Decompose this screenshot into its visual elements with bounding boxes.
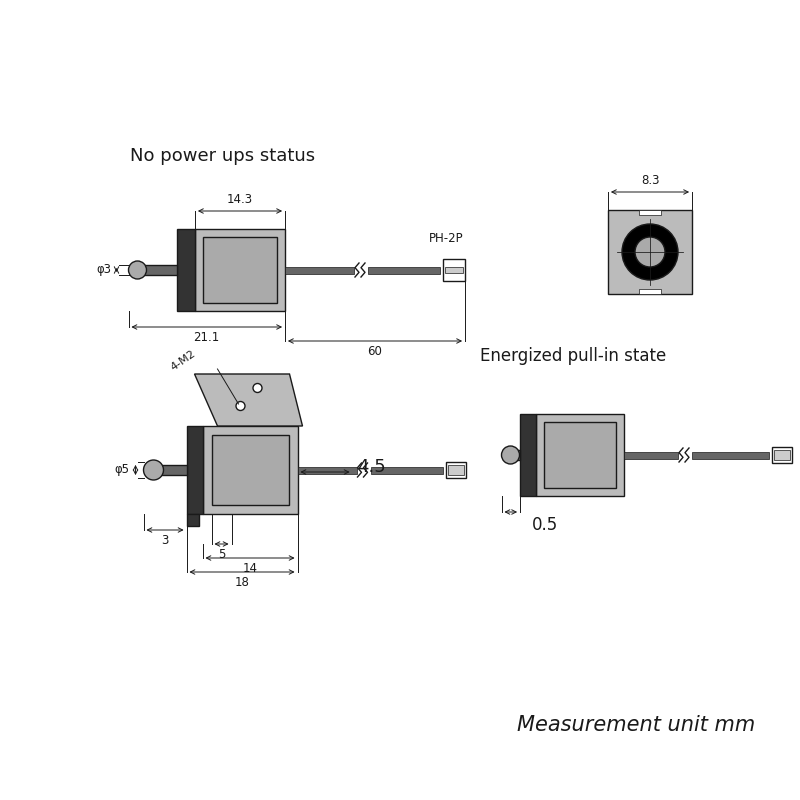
Bar <box>772 447 792 463</box>
Text: 0.5: 0.5 <box>532 516 558 534</box>
Text: Measurement unit mm: Measurement unit mm <box>517 715 755 735</box>
Circle shape <box>622 224 678 280</box>
Bar <box>370 466 442 474</box>
Circle shape <box>143 460 163 480</box>
Text: 14: 14 <box>242 562 258 575</box>
Text: 3: 3 <box>162 534 169 547</box>
Bar <box>202 426 298 514</box>
Circle shape <box>129 261 146 279</box>
Bar <box>515 450 520 460</box>
Text: 5: 5 <box>218 548 225 561</box>
Circle shape <box>635 237 665 267</box>
Text: PH-2P: PH-2P <box>429 232 463 245</box>
Text: Energized pull-in state: Energized pull-in state <box>480 347 666 365</box>
Bar <box>203 237 277 303</box>
Bar <box>639 289 661 294</box>
Bar <box>774 450 790 460</box>
Bar <box>195 229 285 311</box>
Bar <box>177 229 195 311</box>
Bar <box>544 422 616 488</box>
Bar <box>298 466 357 474</box>
Text: 60: 60 <box>367 345 382 358</box>
Bar <box>520 414 536 496</box>
Circle shape <box>236 402 245 410</box>
Bar <box>285 266 354 274</box>
Text: 8.3: 8.3 <box>641 174 659 187</box>
Circle shape <box>502 446 519 464</box>
Bar <box>447 465 463 475</box>
Text: 4.5: 4.5 <box>358 458 386 476</box>
Bar <box>186 426 202 514</box>
Text: φ5: φ5 <box>114 463 130 477</box>
Text: 14.3: 14.3 <box>227 193 253 206</box>
Circle shape <box>253 383 262 393</box>
Bar <box>446 462 466 478</box>
Text: 21.1: 21.1 <box>194 331 220 344</box>
Bar <box>186 514 198 526</box>
Bar <box>211 435 289 505</box>
Text: 18: 18 <box>234 576 250 589</box>
Bar <box>624 451 678 458</box>
Bar <box>445 267 463 273</box>
Bar <box>536 414 624 496</box>
Bar <box>608 210 692 294</box>
Text: 4-M2: 4-M2 <box>169 349 198 373</box>
Text: φ3: φ3 <box>97 263 111 277</box>
Bar <box>368 266 440 274</box>
Bar <box>639 210 661 215</box>
Polygon shape <box>194 374 302 426</box>
Bar <box>142 265 177 275</box>
Bar <box>158 465 186 475</box>
Text: No power ups status: No power ups status <box>130 147 315 165</box>
Bar <box>443 259 465 281</box>
Bar <box>692 451 769 458</box>
